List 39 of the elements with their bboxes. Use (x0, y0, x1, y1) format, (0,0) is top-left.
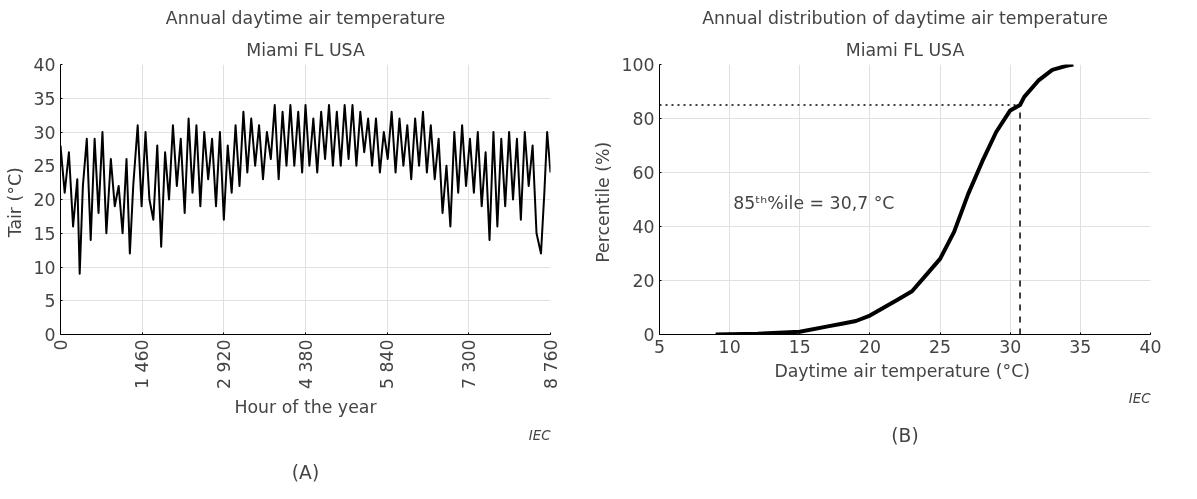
y-tick-label: 20 (632, 271, 655, 291)
x-tick-label: 7 300 (458, 339, 479, 390)
y-tick-label: 40 (632, 217, 655, 237)
y-tick-label: 40 (33, 55, 56, 75)
chart-title: Annual distribution of daytime air temperature (702, 7, 1108, 28)
y-tick-label: 100 (621, 55, 655, 75)
x-tick-label: 25 (929, 336, 952, 357)
x-tick-label: 10 (718, 336, 741, 357)
chart-subtitle: Miami FL USA (246, 39, 365, 60)
x-tick-label: 1 460 (132, 339, 153, 390)
text: IEC (528, 427, 552, 443)
x-tick-label: 4 380 (295, 339, 316, 390)
chart-title: Annual daytime air temperature (165, 7, 446, 28)
annotation: 85ᵗʰ%ile = 30,7 °C (733, 193, 895, 213)
y-tick-label: 5 (44, 291, 56, 312)
x-tick-label: 5 840 (377, 339, 398, 390)
x-tick-label: 20 (858, 336, 881, 357)
y-tick-label: 20 (33, 190, 56, 210)
x-axis-title: Daytime air temperature (°C) (774, 360, 1031, 381)
x-tick-label: 15 (788, 336, 811, 357)
y-axis-title: Tair (°C) (5, 167, 26, 239)
y-tick-label: 10 (33, 257, 56, 278)
text: (B) (891, 425, 919, 446)
x-tick-label: 8 760 (540, 339, 561, 390)
y-tick-label: 35 (33, 88, 56, 109)
y-tick-label: 60 (632, 163, 655, 183)
text: IEC (1128, 390, 1152, 406)
chart-subtitle: Miami FL USA (845, 39, 965, 60)
y-tick-label: 80 (632, 109, 655, 129)
y-axis-title: Percentile (%) (593, 141, 614, 263)
text: (A) (291, 462, 320, 483)
y-tick-label: 25 (33, 156, 56, 177)
x-tick-label: 40 (1139, 336, 1162, 357)
x-tick-label: 35 (1069, 336, 1092, 357)
y-tick-label: 15 (33, 223, 56, 244)
x-tick-label: 30 (999, 336, 1022, 357)
x-axis-title: Hour of the year (234, 397, 378, 418)
y-tick-label: 30 (33, 122, 56, 143)
x-tick-label: 2 920 (213, 339, 234, 390)
